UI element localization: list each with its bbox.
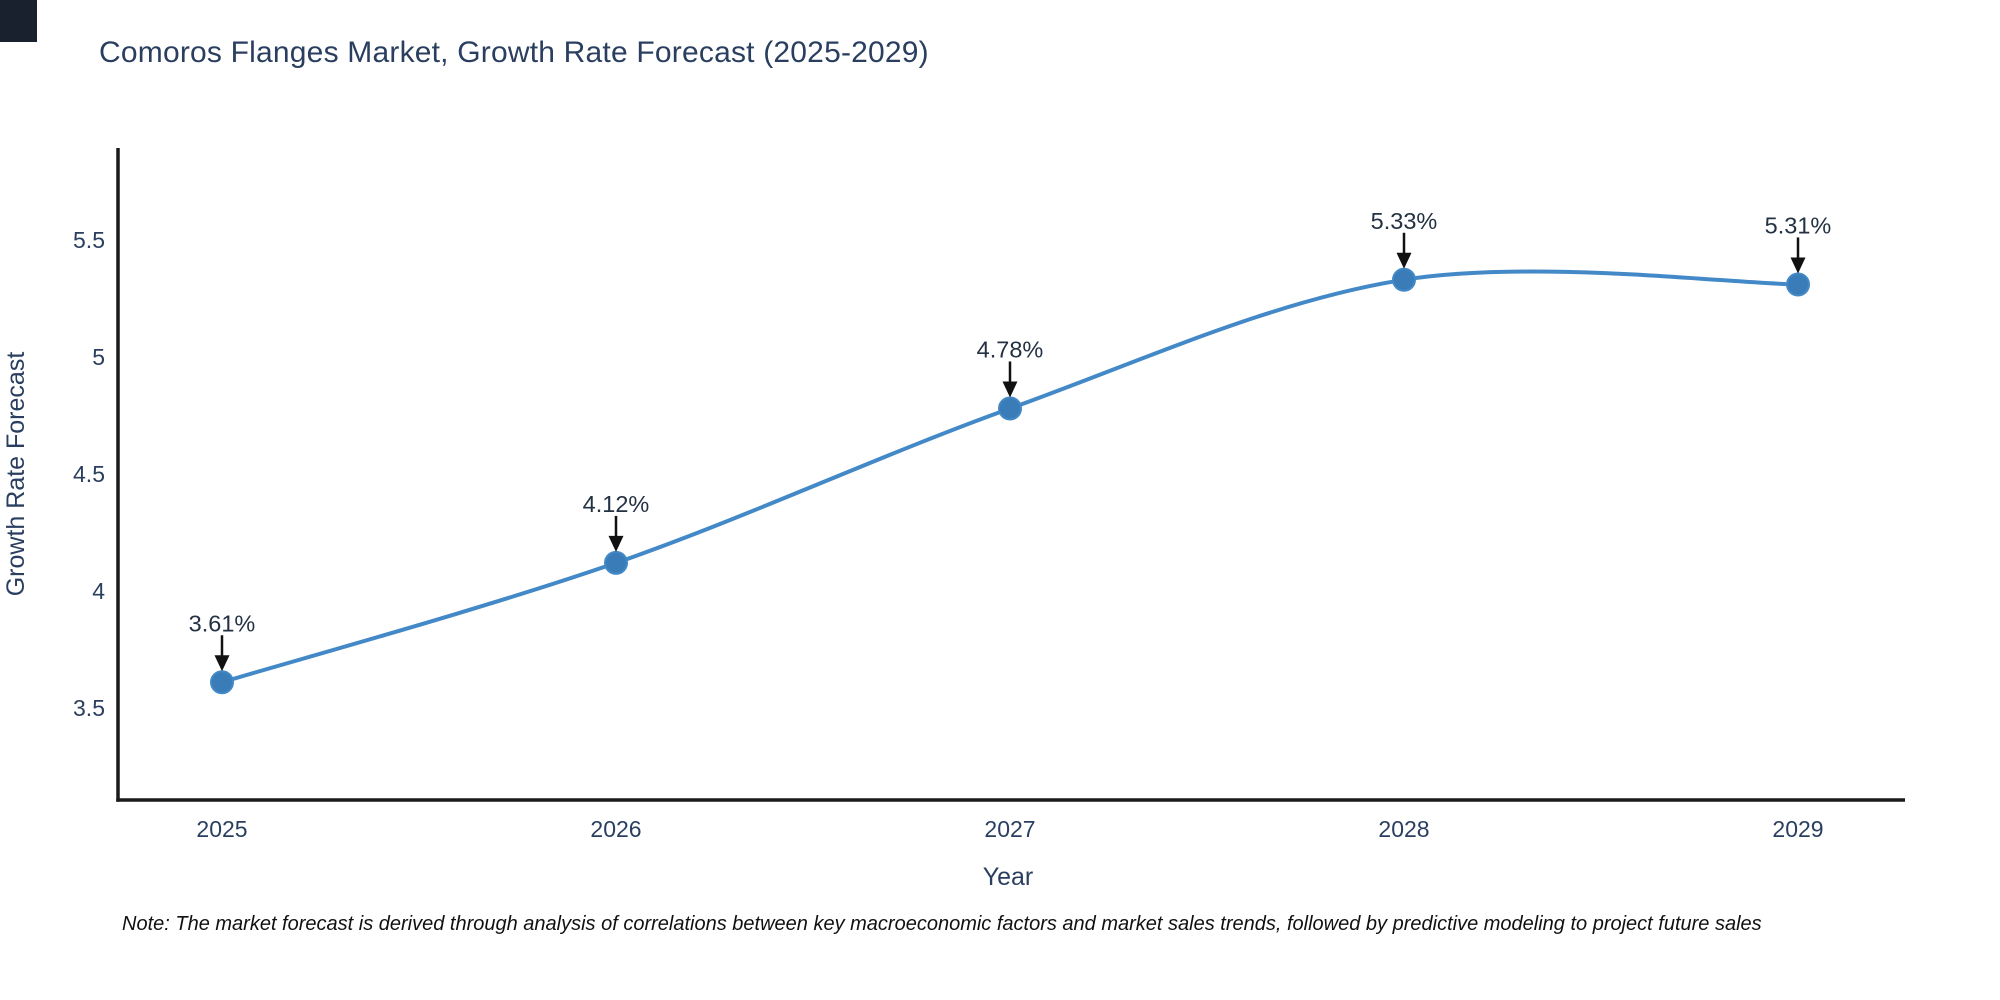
annotation-arrowhead-2026 bbox=[608, 535, 624, 552]
data-point-2027[interactable] bbox=[998, 396, 1022, 421]
data-point-2028[interactable] bbox=[1392, 267, 1416, 292]
annotation-arrowhead-2025 bbox=[214, 655, 230, 672]
data-point-2026[interactable] bbox=[604, 550, 628, 575]
footnote: Note: The market forecast is derived thr… bbox=[122, 913, 1762, 935]
x-tick-label: 2026 bbox=[590, 816, 641, 842]
value-label-2025: 3.61% bbox=[189, 610, 256, 636]
annotation-arrowhead-2027 bbox=[1002, 381, 1018, 398]
y-tick-label: 5.5 bbox=[73, 227, 105, 253]
y-tick-label: 3.5 bbox=[73, 695, 105, 721]
data-point-2025[interactable] bbox=[210, 670, 234, 695]
x-tick-label: 2027 bbox=[984, 816, 1035, 842]
x-tick-label: 2025 bbox=[196, 816, 247, 842]
annotation-arrowhead-2028 bbox=[1396, 252, 1412, 269]
value-label-2027: 4.78% bbox=[977, 336, 1044, 362]
trend-line bbox=[220, 269, 1800, 685]
x-tick-label: 2029 bbox=[1772, 816, 1823, 842]
value-label-2026: 4.12% bbox=[583, 491, 650, 517]
y-tick-label: 5 bbox=[92, 344, 105, 370]
x-axis-title: Year bbox=[983, 863, 1034, 891]
y-tick-label: 4 bbox=[92, 578, 105, 604]
data-point-2029[interactable] bbox=[1786, 272, 1810, 297]
corner-artifact bbox=[0, 0, 37, 42]
value-label-2029: 5.31% bbox=[1765, 212, 1832, 238]
y-axis-title: Growth Rate Forecast bbox=[2, 352, 30, 597]
value-label-2028: 5.33% bbox=[1371, 208, 1438, 234]
chart-title: Comoros Flanges Market, Growth Rate Fore… bbox=[99, 36, 929, 69]
y-tick-label: 4.5 bbox=[73, 461, 105, 487]
annotation-arrowhead-2029 bbox=[1790, 257, 1806, 274]
x-tick-label: 2028 bbox=[1378, 816, 1429, 842]
